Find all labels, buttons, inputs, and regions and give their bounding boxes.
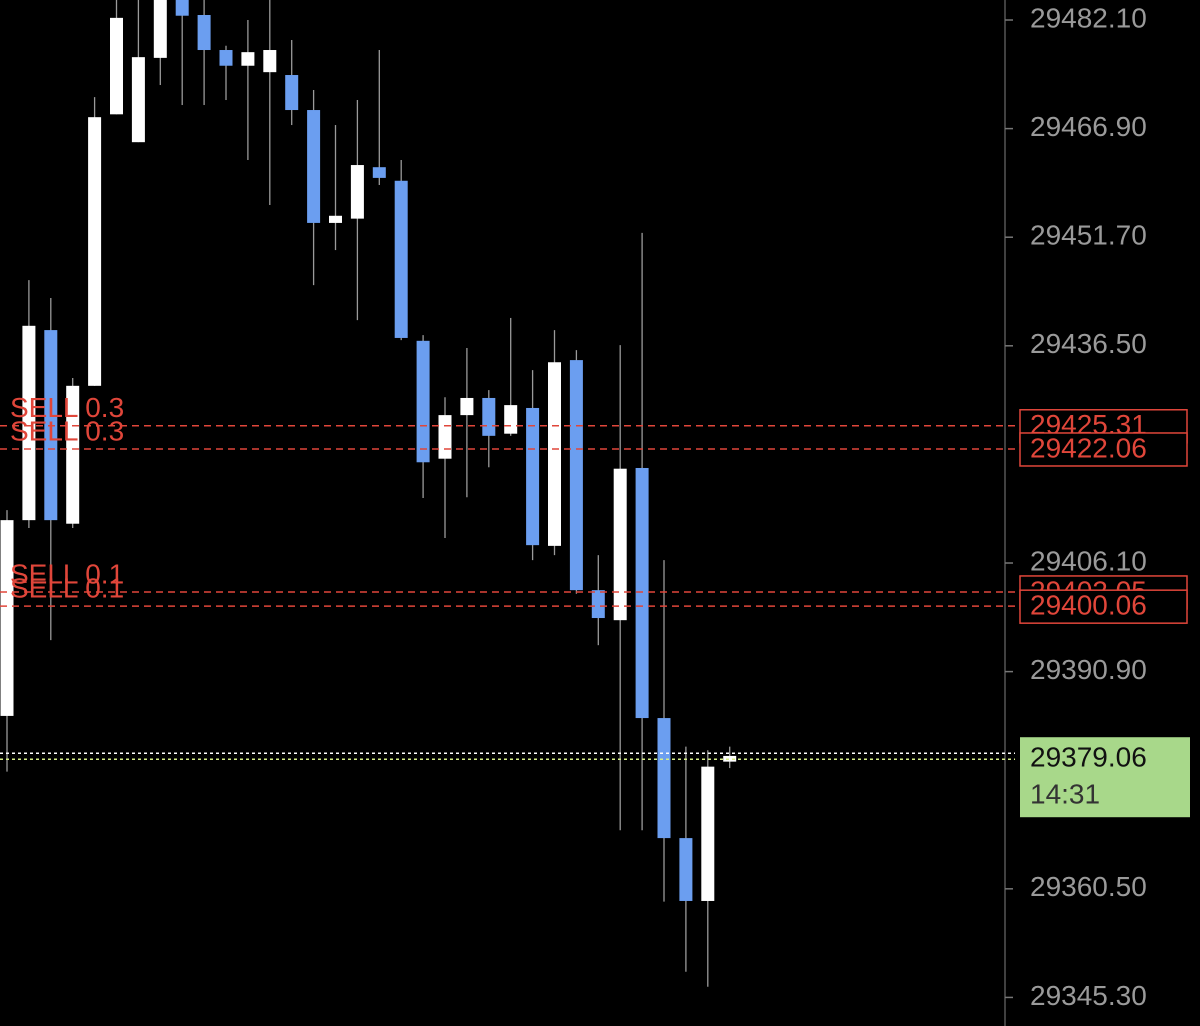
order-label: SELL 0.1 (10, 558, 124, 589)
candle-body (613, 468, 627, 621)
y-tick-label: 29466.90 (1030, 111, 1147, 142)
order-price-box (1019, 589, 1188, 624)
candle-body (701, 766, 715, 901)
candle-body (88, 117, 102, 386)
y-tick-label: 29406.10 (1030, 545, 1147, 576)
candle-body (679, 838, 693, 901)
candle-body (307, 110, 321, 223)
candle-body (219, 50, 233, 66)
order-price-label: 29400.06 (1030, 590, 1147, 621)
candle-body (635, 467, 649, 719)
y-tick-label: 29360.50 (1030, 871, 1147, 902)
candle-body (394, 180, 408, 338)
candle-body (723, 755, 737, 762)
y-tick-label: 29451.70 (1030, 220, 1147, 251)
y-tick-label: 29436.50 (1030, 328, 1147, 359)
candle-body (460, 397, 474, 416)
candle-body (66, 385, 80, 524)
y-tick-label: 29482.10 (1030, 2, 1147, 33)
y-tick-label: 29345.30 (1030, 980, 1147, 1011)
time-left-label: 14:31 (1030, 779, 1100, 810)
candle-body (241, 52, 255, 66)
candle-body (197, 15, 211, 51)
order-price-box (1019, 432, 1188, 467)
candle-body (372, 167, 386, 178)
current-price-label: 29379.06 (1030, 742, 1147, 773)
candle-body (526, 407, 540, 546)
candle-body (591, 590, 605, 619)
candle-body (569, 360, 583, 591)
candle-body (175, 0, 189, 16)
order-label: SELL 0.1 (10, 573, 124, 604)
candle-body (350, 165, 364, 219)
candle-body (263, 50, 277, 73)
order-price-label: 29422.06 (1030, 432, 1147, 463)
current-price-box (1020, 737, 1190, 818)
candle-body (0, 520, 14, 716)
candle-body (416, 340, 430, 463)
candle-body (153, 0, 167, 58)
y-tick-label: 29390.90 (1030, 654, 1147, 685)
candle-body (438, 415, 452, 459)
candle-body (548, 362, 561, 546)
candle-body (22, 325, 36, 521)
candle-body (482, 397, 496, 436)
order-label: SELL 0.3 (10, 415, 124, 446)
candle-body (285, 75, 299, 111)
candle-body (131, 57, 145, 143)
candle-body (504, 405, 518, 434)
candle-body (110, 17, 123, 115)
candles (0, 0, 737, 987)
candle-body (329, 215, 342, 223)
order-label: SELL 0.3 (10, 392, 124, 423)
candle-body (657, 718, 671, 839)
